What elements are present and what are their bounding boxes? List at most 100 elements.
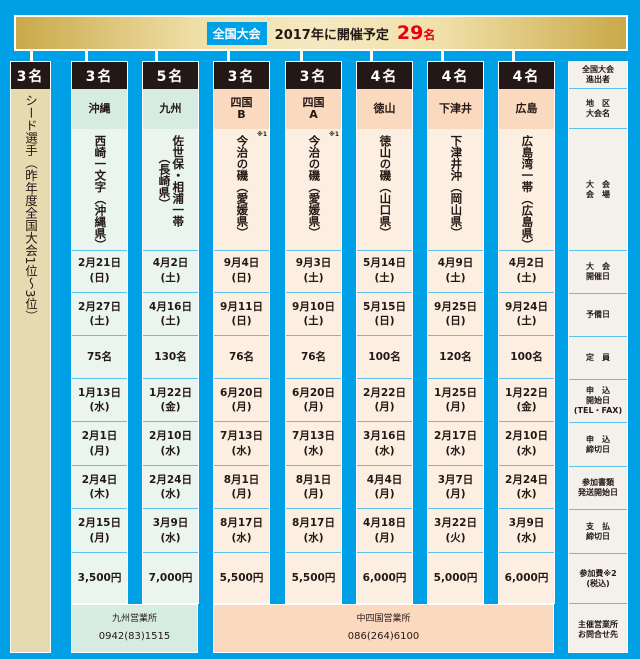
cell-reserve: 5月15日 (日) [357, 293, 412, 336]
weekday: (水) [516, 444, 537, 457]
cell-apply-open: 2月22日 (月) [357, 379, 412, 422]
date: 9月24日 [505, 300, 548, 313]
cell-apply-close: 2月10日 (水) [143, 422, 198, 466]
cell-docs: 8月1日 (月) [214, 466, 269, 509]
cell-start: 9月4日 (日) [214, 249, 269, 293]
weekday: (月) [303, 488, 324, 500]
footnote-mark: ※1 [328, 131, 339, 138]
region-column: 3名 四国 A 今治の磯（愛媛県） ※1 9月3日 (土) 9月10日 (土) 76名 6月20日… [285, 61, 342, 604]
cell-apply-close: 2月1日 (月) [72, 422, 127, 466]
weekday: (土) [160, 271, 181, 284]
venue-text: 下津井沖（岡山県） [449, 135, 463, 239]
region-name: 沖縄 [72, 89, 127, 129]
date: 7月13日 [292, 430, 335, 443]
region-name: 徳山 [357, 89, 412, 129]
date: 1月25日 [434, 386, 477, 399]
total-count-unit: 名 [423, 28, 436, 42]
date: 1月13日 [78, 386, 121, 399]
venue-name: 徳山の磯 [378, 135, 393, 181]
region-name: 四国 B [214, 89, 269, 129]
legend-label: 支 払 締切日 [569, 510, 627, 554]
weekday: (水) [303, 444, 324, 457]
cell-apply-open: 1月22日 (金) [499, 379, 554, 422]
weekday: (水) [160, 444, 181, 457]
cell-capacity: 76名 [214, 336, 269, 379]
date: 2月10日 [149, 430, 192, 443]
total-count-value: 29 [396, 22, 424, 44]
qualifier-count: 3名 [214, 62, 269, 89]
venue-text: 西崎一文字（沖縄県） [93, 135, 107, 250]
venue: 下津井沖（岡山県） [428, 129, 483, 251]
connector-line [85, 51, 88, 61]
cell-pay: 3月22日 (火) [428, 509, 483, 553]
date: 9月25日 [434, 300, 477, 313]
weekday: (月) [445, 401, 466, 413]
connector-line [441, 51, 444, 61]
weekday: (水) [374, 444, 395, 457]
date: 3月16日 [363, 430, 406, 443]
weekday: (土) [516, 315, 537, 327]
date: 3月22日 [434, 517, 477, 530]
weekday: (日) [445, 315, 466, 327]
cell-start: 5月14日 (土) [357, 249, 412, 293]
legend-label: 参加費※2 (税込) [569, 554, 627, 604]
national-badge: 全国大会 [206, 21, 267, 45]
date: 2月4日 [81, 473, 118, 486]
venue: 佐世保・相浦一帯 （長崎県） [143, 129, 198, 251]
weekday: (月) [374, 401, 395, 413]
cell-reserve: 9月25日 (日) [428, 293, 483, 336]
footnote-mark: ※1 [256, 131, 267, 138]
cell-apply-close: 2月17日 (水) [428, 422, 483, 466]
qualifier-count: 3名 [72, 62, 127, 89]
venue: 広島湾一帯（広島県） [499, 129, 554, 251]
cell-reserve: 4月16日 (土) [143, 293, 198, 336]
date: 5月15日 [363, 300, 406, 313]
region-name: 広島 [499, 89, 554, 129]
cell-pay: 4月18日 (月) [357, 509, 412, 553]
cell-apply-close: 2月10日 (水) [499, 422, 554, 466]
venue: 西崎一文字（沖縄県） [72, 129, 127, 251]
date: 8月1日 [223, 473, 260, 486]
date: 2月24日 [149, 473, 192, 486]
legend-label: 大 会 会 場 [569, 129, 627, 251]
venue-prefecture: （愛媛県） [235, 181, 250, 239]
weekday: (水) [516, 488, 537, 500]
connector-line [227, 51, 230, 61]
date: 6月20日 [292, 386, 335, 399]
weekday: (日) [374, 315, 395, 327]
cell-pay: 8月17日 (水) [214, 509, 269, 553]
connector-line [512, 51, 515, 61]
region-name: 九州 [143, 89, 198, 129]
cell-fee: 3,500円 [77, 571, 122, 584]
region-column: 4名 広島 広島湾一帯（広島県） 4月2日 (土) 9月24日 (土) 100名 1月22日 (金… [498, 61, 555, 604]
legend-label: 申 込 締切日 [569, 423, 627, 467]
legend-label: 主催営業所 お問合せ先 [578, 619, 618, 639]
cell-apply-open: 6月20日 (月) [286, 379, 341, 422]
venue-text: 広島湾一帯（広島県） [520, 135, 534, 250]
cell-fee: 5,500円 [219, 571, 264, 584]
weekday: (水) [231, 444, 252, 457]
cell-pay: 3月9日 (水) [499, 509, 554, 553]
date: 1月22日 [505, 386, 548, 399]
cell-apply-open: 1月22日 (金) [143, 379, 198, 422]
cell-apply-open: 6月20日 (月) [214, 379, 269, 422]
cell-capacity: 76名 [286, 336, 341, 379]
cell-pay: 2月15日 (月) [72, 509, 127, 553]
seed-count: 3名 [11, 62, 50, 89]
cell-docs: 3月7日 (月) [428, 466, 483, 509]
region-name: 下津井 [428, 89, 483, 129]
venue-name: 今治の磯 [235, 135, 250, 181]
weekday: (日) [89, 271, 110, 284]
region-column: 4名 下津井 下津井沖（岡山県） 4月9日 (土) 9月25日 (日) 120名 1月25日 (月… [427, 61, 484, 604]
weekday: (月) [89, 444, 110, 457]
venue-prefecture: （長崎県） [157, 152, 172, 210]
weekday: (火) [445, 531, 466, 544]
weekday: (水) [231, 531, 252, 544]
weekday: (水) [160, 531, 181, 544]
weekday: (土) [303, 315, 324, 327]
venue-name: 今治の磯 [307, 135, 322, 181]
date: 2月27日 [78, 300, 121, 313]
legend-label: 申 込 開始日 (TEL・FAX) [569, 380, 627, 423]
cell-fee: 5,500円 [291, 571, 336, 584]
venue-name: 佐世保・相浦一帯 [171, 135, 186, 227]
